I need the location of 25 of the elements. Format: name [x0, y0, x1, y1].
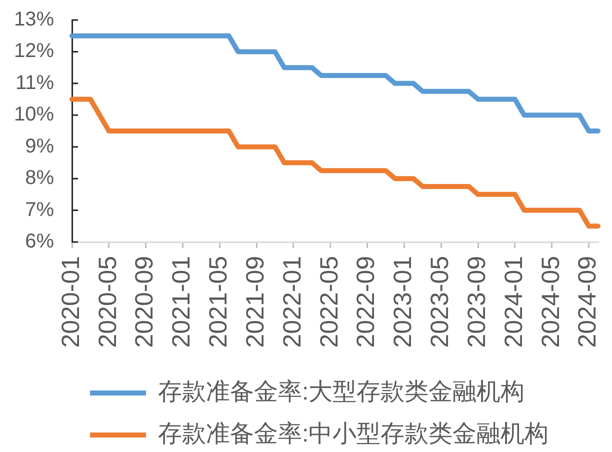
- x-tick-label: 2024-01: [500, 256, 528, 348]
- y-tick-label: 12%: [14, 40, 54, 62]
- x-tick-label: 2024-05: [536, 256, 565, 348]
- y-tick-label: 10%: [14, 104, 54, 126]
- x-tick-label: 2020-05: [94, 256, 122, 348]
- x-tick-label: 2022-09: [352, 256, 380, 348]
- x-tick-label: 2024-09: [574, 256, 602, 348]
- y-tick-label: 11%: [15, 72, 54, 94]
- y-tick-label: 9%: [25, 135, 54, 158]
- x-tick-label: 2023-09: [462, 256, 491, 348]
- y-tick-label: 7%: [25, 198, 54, 221]
- x-tick-label: 2023-05: [426, 256, 454, 348]
- x-tick-label: 2020-01: [56, 256, 85, 348]
- x-tick-label: 2022-05: [315, 256, 344, 348]
- x-tick-label: 2023-01: [389, 256, 418, 348]
- legend-label: 存款准备金率:大型存款类金融机构: [158, 378, 525, 406]
- x-tick-label: 2021-05: [204, 256, 233, 348]
- y-tick-label: 8%: [25, 167, 54, 190]
- x-tick-label: 2022-01: [278, 256, 306, 348]
- x-tick-label: 2021-09: [241, 256, 270, 348]
- x-tick-label: 2020-09: [130, 256, 159, 348]
- y-tick-label: 13%: [14, 8, 54, 31]
- y-tick-label: 6%: [25, 230, 54, 253]
- legend-label: 存款准备金率:中小型存款类金融机构: [158, 420, 549, 448]
- x-tick-label: 2021-01: [168, 256, 196, 348]
